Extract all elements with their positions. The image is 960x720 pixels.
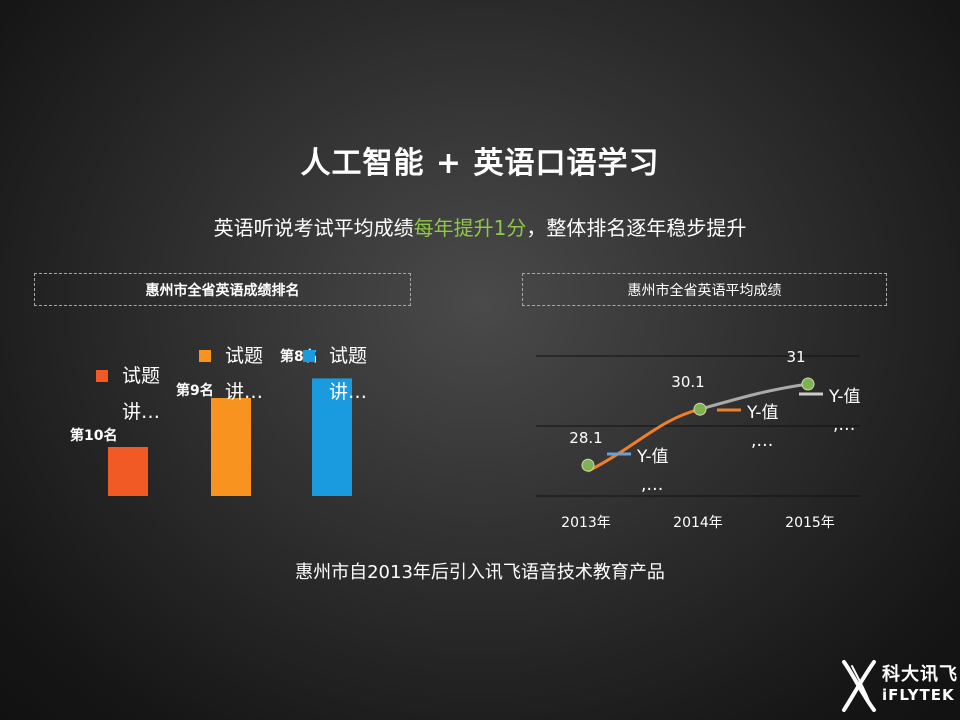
rank-label-2014: 第9名 xyxy=(176,382,214,399)
legend-label-line1-2013: 试题 xyxy=(122,365,160,387)
line-segment-2014-2015 xyxy=(699,382,809,411)
legend-text-line1-2013年: Y-值 xyxy=(636,447,669,467)
data-label-2014年: 30.1 xyxy=(671,373,704,391)
point-2015年 xyxy=(801,377,815,391)
bar-2014 xyxy=(211,398,251,496)
x-tick-2013年: 2013年 xyxy=(561,515,611,531)
score-line-chart: 28.1 Y-值 ,… 2013年 30.1 Y-值 ,… 2014年 31 Y-值 ,… 20… xyxy=(536,348,861,531)
subtitle-highlight: 每年提升1分 xyxy=(413,216,527,240)
legend-text-line1-2014年: Y-值 xyxy=(746,403,779,423)
slide-caption: 惠州市自2013年后引入讯飞语音技术教育产品 xyxy=(295,562,665,583)
bar-2015 xyxy=(312,378,352,496)
iflytek-logo-icon xyxy=(842,660,876,712)
legend-label-line1-2014: 试题 xyxy=(225,345,263,367)
x-tick-2015年: 2015年 xyxy=(785,515,835,531)
legend-swatch-2013 xyxy=(96,370,108,382)
left-panel-header: 惠州市全省英语成绩排名 xyxy=(34,273,411,306)
legend-label-line1-2015: 试题 xyxy=(329,345,367,367)
slide-subtitle: 英语听说考试平均成绩每年提升1分，整体排名逐年稳步提升 xyxy=(0,212,960,241)
legend-label-line2-2013: 讲… xyxy=(122,401,160,423)
legend-text-line2-2013年: ,… xyxy=(641,475,663,495)
slide-title: 人工智能 + 英语口语学习 xyxy=(300,146,660,181)
logo: 科大讯飞 iFLYTEK xyxy=(840,656,960,716)
legend-text-line2-2014年: ,… xyxy=(751,431,773,451)
right-panel-header: 惠州市全省英语平均成绩 xyxy=(522,273,887,306)
point-2013年 xyxy=(581,458,595,472)
legend-text-line2-2015年: ,… xyxy=(833,415,855,435)
point-2014年 xyxy=(693,402,707,416)
bar-2013 xyxy=(108,447,148,496)
line-segment-2013-2014 xyxy=(587,407,701,473)
rank-label-2013: 第10名 xyxy=(70,427,117,444)
data-label-2013年: 28.1 xyxy=(569,429,602,447)
data-label-2015年: 31 xyxy=(786,348,805,366)
legend-swatch-2015 xyxy=(303,350,315,362)
logo-text-en: iFLYTEK xyxy=(882,686,955,704)
logo-text-cn: 科大讯飞 xyxy=(882,664,958,685)
legend-label-line2-2015: 讲… xyxy=(329,381,367,403)
subtitle-suffix: ，整体排名逐年稳步提升 xyxy=(526,216,747,240)
legend-swatch-2014 xyxy=(199,350,211,362)
x-tick-2014年: 2014年 xyxy=(673,515,723,531)
subtitle-prefix: 英语听说考试平均成绩 xyxy=(213,216,414,240)
legend-text-line1-2015年: Y-值 xyxy=(828,387,861,407)
legend-label-line2-2014: 讲… xyxy=(225,381,263,403)
